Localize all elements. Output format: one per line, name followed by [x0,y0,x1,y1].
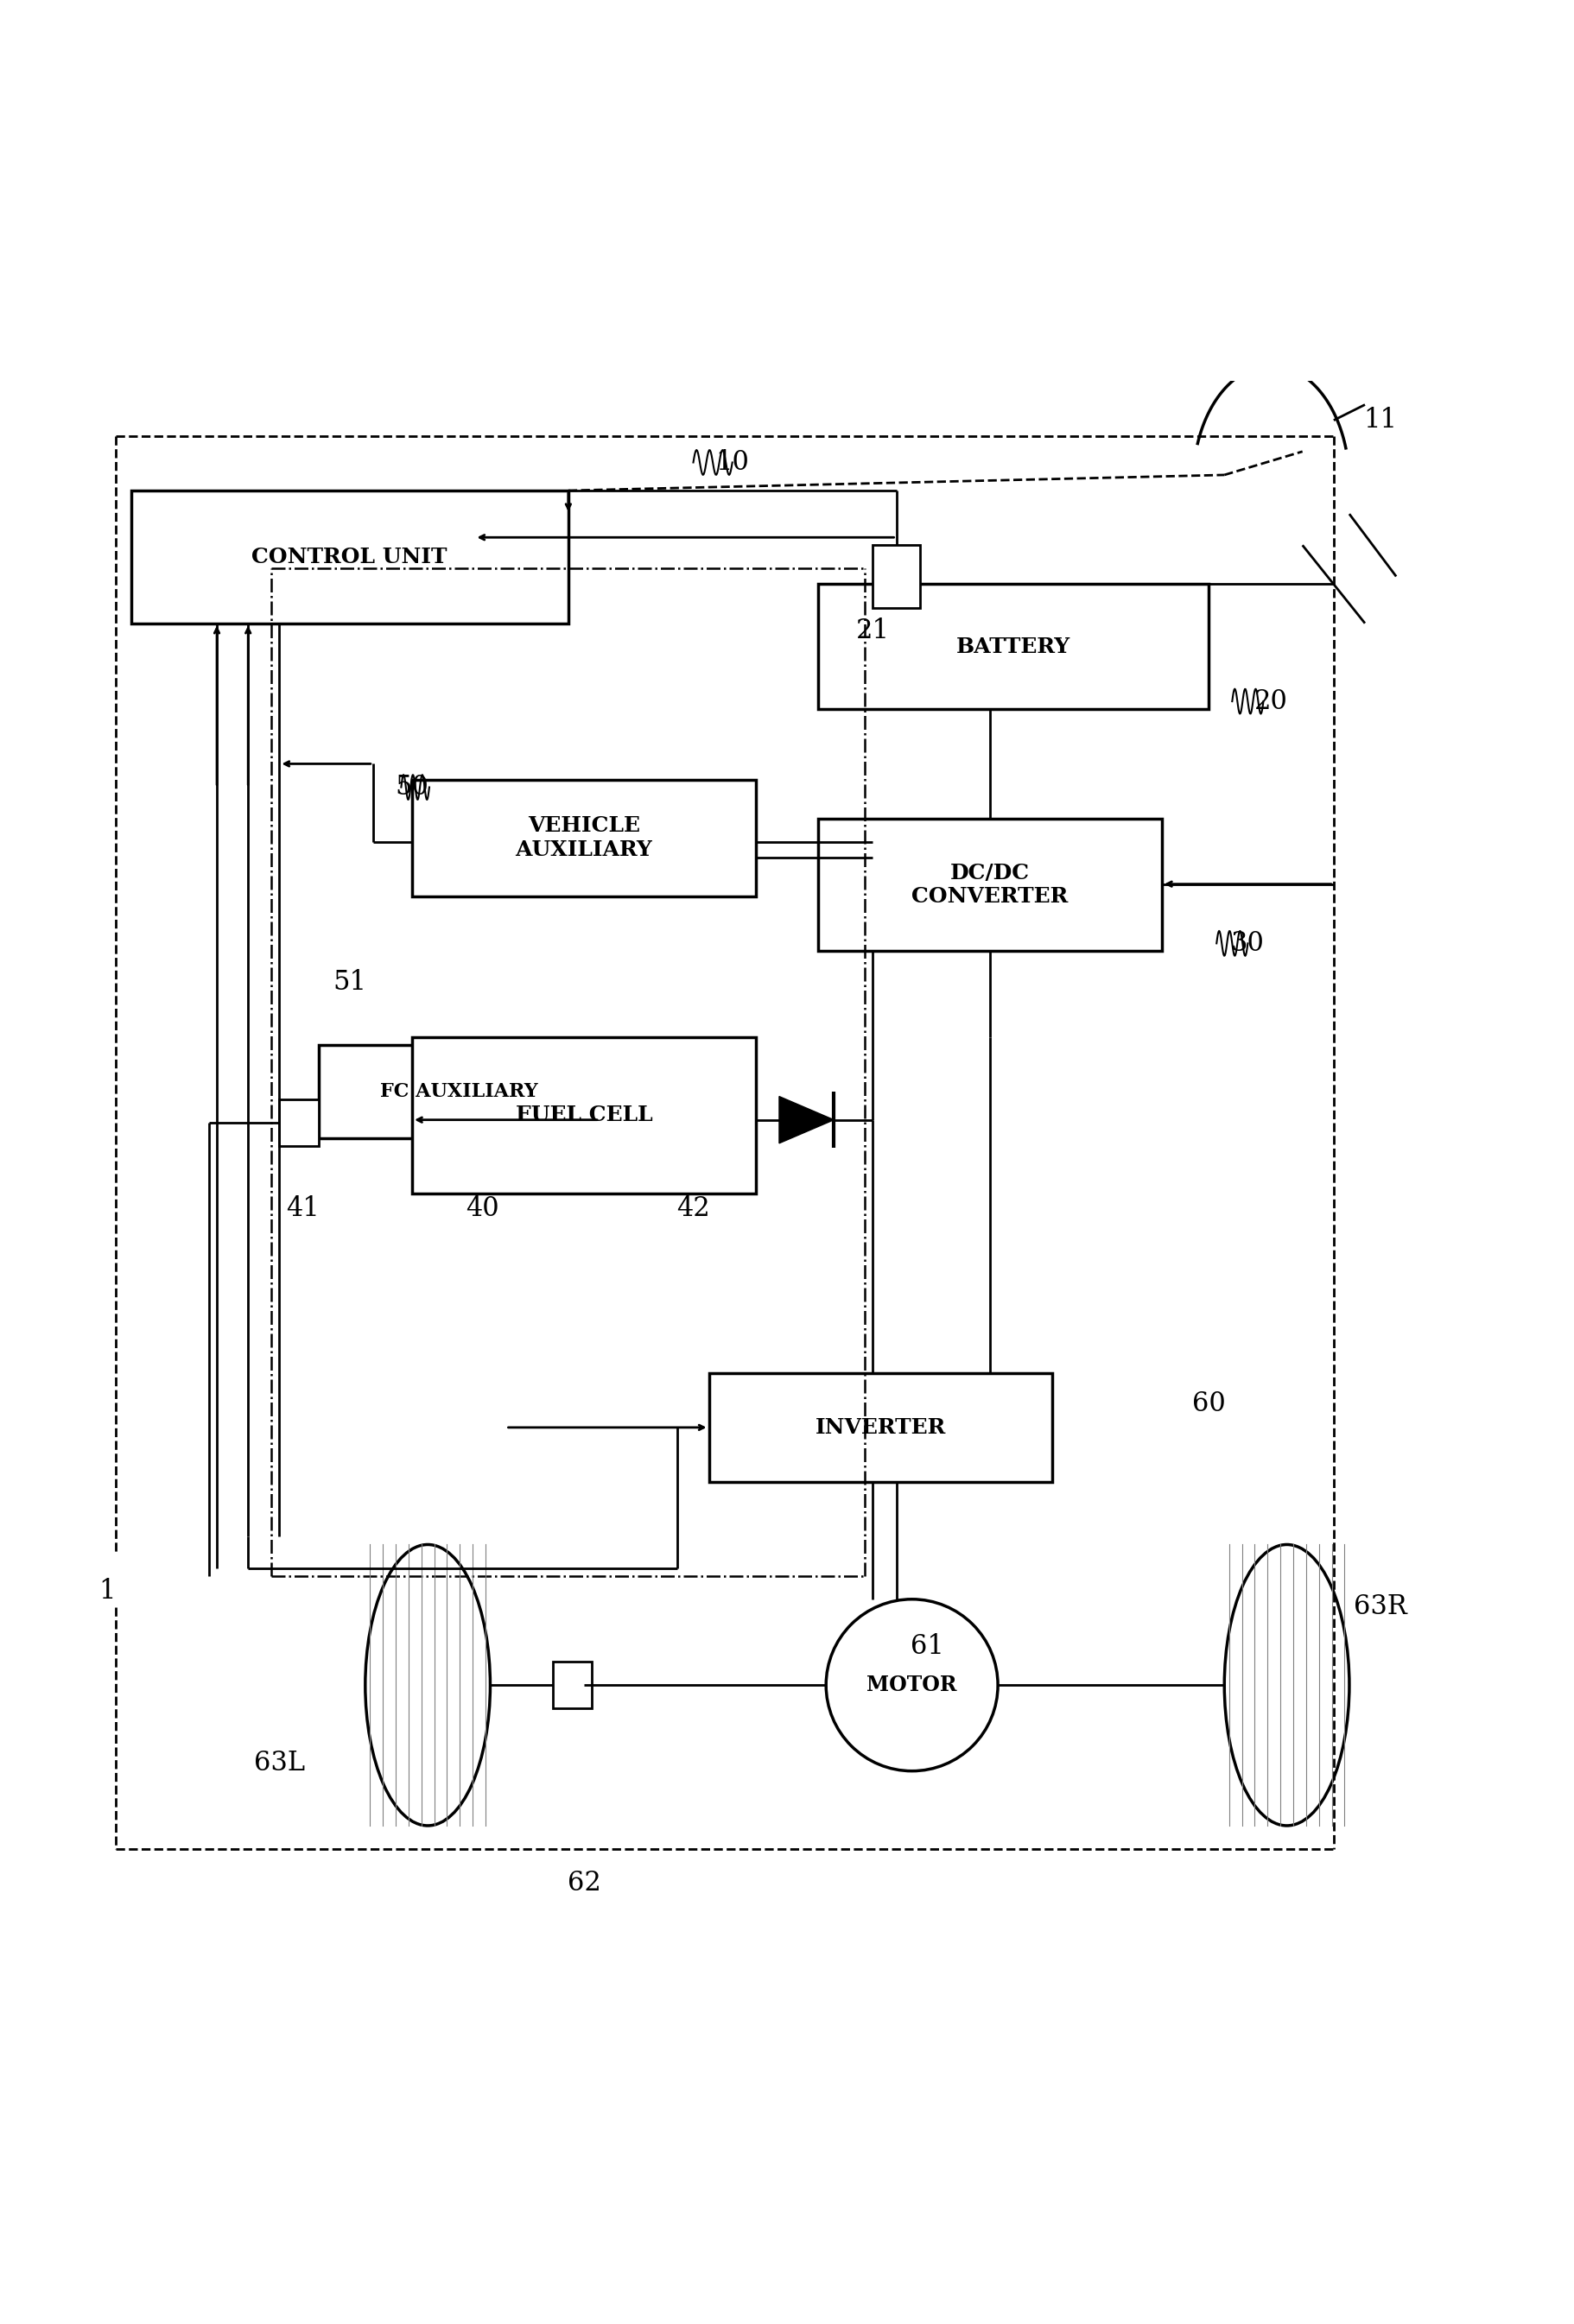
FancyBboxPatch shape [708,1373,1053,1483]
FancyBboxPatch shape [818,818,1162,951]
Text: 61: 61 [911,1634,944,1659]
Text: 41: 41 [286,1195,320,1222]
Text: 20: 20 [1254,688,1288,716]
Text: FC AUXILIARY: FC AUXILIARY [379,1083,538,1102]
FancyBboxPatch shape [131,490,568,623]
Text: 60: 60 [1192,1390,1226,1418]
Text: MOTOR: MOTOR [867,1676,957,1697]
Text: CONTROL UNIT: CONTROL UNIT [252,546,447,567]
Text: DC/DC
CONVERTER: DC/DC CONVERTER [911,862,1069,906]
Text: VEHICLE
AUXILIARY: VEHICLE AUXILIARY [515,816,653,860]
Text: 40: 40 [466,1195,499,1222]
Text: FUEL CELL: FUEL CELL [515,1104,653,1125]
Text: 63L: 63L [253,1750,305,1776]
Text: 10: 10 [716,449,749,476]
Text: 11: 11 [1363,407,1398,435]
FancyBboxPatch shape [874,546,919,607]
Text: BATTERY: BATTERY [957,637,1070,658]
Text: 51: 51 [332,969,367,995]
FancyBboxPatch shape [279,1099,318,1146]
FancyBboxPatch shape [818,583,1209,709]
Polygon shape [779,1097,834,1143]
Text: INVERTER: INVERTER [815,1418,946,1439]
FancyBboxPatch shape [552,1662,592,1708]
Text: 62: 62 [567,1871,601,1896]
Text: 42: 42 [677,1195,710,1222]
Text: 21: 21 [856,618,889,644]
FancyBboxPatch shape [318,1046,600,1139]
Text: 1: 1 [99,1578,116,1606]
Text: 30: 30 [1231,930,1264,957]
FancyBboxPatch shape [412,1037,756,1192]
Text: 50: 50 [395,774,428,802]
Text: 63R: 63R [1354,1594,1407,1620]
FancyBboxPatch shape [412,779,756,897]
